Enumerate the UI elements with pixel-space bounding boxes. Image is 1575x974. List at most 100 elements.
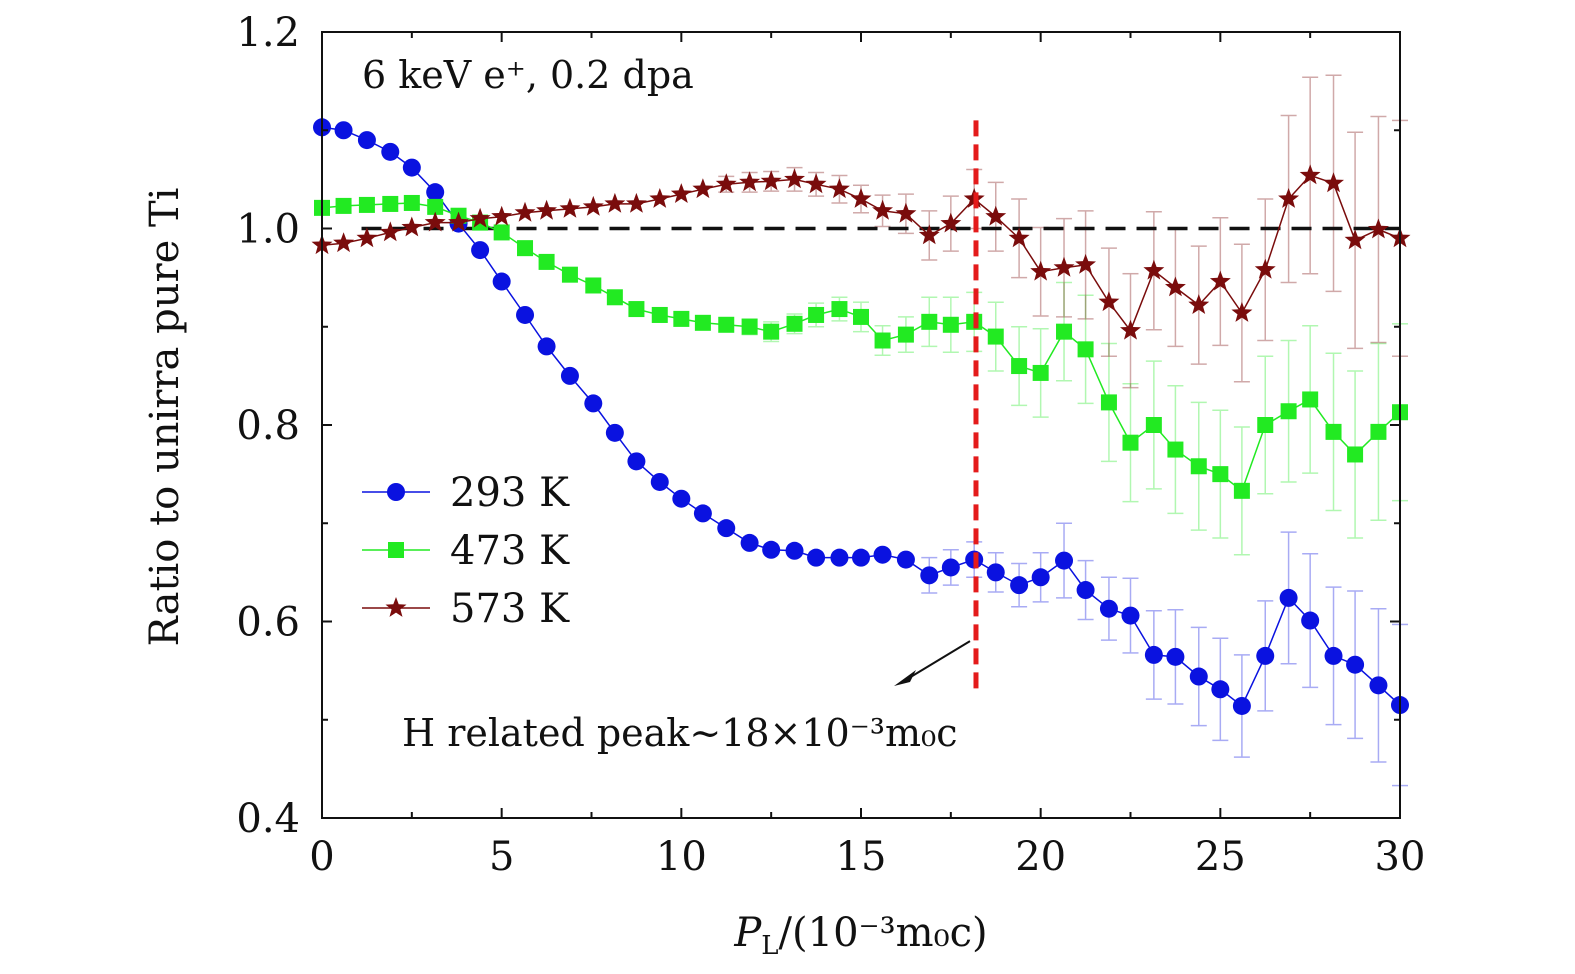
data-point-573-k: [784, 168, 805, 189]
data-point-473-k: [1325, 423, 1342, 440]
data-point-573-k: [1008, 227, 1030, 248]
data-point-573-k: [1299, 164, 1321, 185]
x-axis-title-main: P: [733, 910, 762, 956]
data-point-473-k: [585, 277, 602, 294]
data-point-293-k: [785, 541, 804, 560]
data-point-293-k: [381, 142, 400, 161]
y-tick-label: 0.8: [236, 403, 300, 449]
data-point-473-k: [651, 306, 668, 323]
data-point-293-k: [896, 550, 915, 569]
annotation-condition: 6 keV e⁺, 0.2 dpa: [362, 53, 694, 97]
data-point-293-k: [1055, 551, 1074, 570]
data-point-293-k: [584, 394, 603, 413]
data-point-573-k: [559, 197, 581, 218]
data-point-573-k: [401, 216, 423, 237]
data-point-293-k: [740, 533, 759, 552]
data-point-573-k: [379, 221, 401, 242]
data-point-473-k: [427, 198, 444, 215]
data-point-293-k: [1166, 647, 1185, 666]
data-point-573-k: [670, 183, 692, 203]
data-point-473-k: [942, 316, 959, 333]
data-point-573-k: [1120, 319, 1141, 340]
data-point-293-k: [1144, 645, 1163, 664]
annotation-peak: H related peak∼18×10⁻³m₀c: [402, 711, 958, 755]
data-point-293-k: [357, 131, 376, 150]
data-point-473-k: [1347, 446, 1364, 463]
data-point-293-k: [717, 519, 736, 538]
data-point-473-k: [1280, 403, 1297, 420]
data-point-473-k: [561, 266, 578, 283]
data-point-473-k: [1122, 434, 1139, 451]
data-point-473-k: [1077, 341, 1094, 358]
data-point-293-k: [986, 563, 1005, 582]
data-point-573-k: [424, 211, 446, 232]
data-point-573-k: [649, 188, 671, 208]
data-point-573-k: [491, 205, 513, 226]
data-point-293-k: [471, 241, 490, 260]
x-axis-title: PL/(10⁻³m₀c): [733, 910, 987, 961]
x-tick-label: 10: [656, 834, 707, 880]
data-point-573-k: [626, 192, 647, 213]
data-point-573-k: [829, 178, 850, 199]
x-tick-label: 0: [309, 834, 334, 880]
data-point-293-k: [560, 366, 579, 385]
data-point-573-k: [1254, 258, 1276, 279]
data-point-473-k: [921, 313, 938, 330]
y-tick-label: 1.0: [236, 207, 300, 253]
data-point-573-k: [1030, 260, 1052, 281]
legend-item-573-k: 573 K: [362, 586, 570, 632]
data-point-473-k: [335, 197, 352, 214]
data-point-473-k: [1145, 417, 1162, 433]
series-293-k: [313, 118, 1409, 715]
series-layer: [311, 118, 1411, 715]
y-tick-label: 0.4: [236, 796, 300, 842]
data-point-293-k: [1232, 696, 1251, 715]
data-point-573-k: [1278, 188, 1300, 208]
y-tick-label: 0.6: [236, 600, 300, 646]
data-point-573-k: [715, 173, 737, 194]
data-point-573-k: [805, 173, 827, 194]
x-tick-label: 15: [836, 834, 887, 880]
data-point-293-k: [1031, 568, 1050, 587]
data-point-573-k: [514, 201, 536, 222]
x-axis-title-subscript: L: [761, 931, 778, 961]
x-tick-label: 25: [1195, 834, 1246, 880]
data-point-293-k: [672, 489, 691, 508]
data-point-293-k: [426, 183, 445, 202]
data-point-293-k: [1010, 576, 1029, 595]
data-point-573-k: [985, 205, 1007, 226]
data-point-573-k: [1344, 229, 1366, 250]
data-point-293-k: [402, 158, 421, 177]
data-point-473-k: [628, 301, 645, 318]
data-point-473-k: [382, 195, 399, 212]
data-point-473-k: [694, 314, 711, 331]
data-point-293-k: [1121, 606, 1140, 625]
data-point-573-k: [895, 202, 917, 223]
data-point-293-k: [1346, 655, 1365, 674]
data-point-473-k: [741, 318, 758, 335]
data-point-573-k: [872, 199, 893, 220]
data-point-473-k: [853, 308, 869, 325]
data-point-573-k: [469, 207, 491, 228]
data-point-573-k: [1143, 259, 1165, 280]
axis-ticks: 0 5 10 15 20 25 30 0.4 0.6 0.8 1.0 1.2: [236, 10, 1425, 880]
data-point-473-k: [831, 301, 848, 318]
data-point-293-k: [1324, 646, 1343, 665]
y-tick-label: 1.2: [236, 10, 300, 56]
data-point-293-k: [1369, 676, 1388, 695]
data-point-473-k: [517, 240, 534, 257]
data-point-573-k: [692, 178, 714, 199]
data-point-573-k: [739, 171, 761, 192]
data-point-293-k: [830, 548, 849, 567]
data-point-293-k: [627, 452, 646, 471]
peak-arrow-head: [894, 670, 916, 686]
data-point-573-k: [940, 212, 962, 233]
data-point-573-k: [760, 170, 782, 191]
legend-marker: [387, 483, 405, 501]
data-point-473-k: [1212, 466, 1229, 483]
x-tick-label: 20: [1015, 834, 1066, 880]
data-point-473-k: [1257, 417, 1274, 433]
legend-label: 293 K: [450, 470, 570, 516]
data-point-573-k: [1165, 276, 1186, 297]
